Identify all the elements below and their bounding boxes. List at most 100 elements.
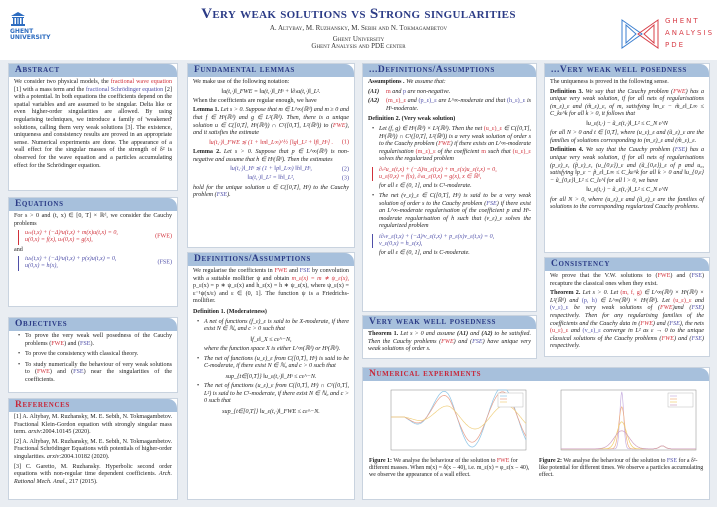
paragraph: For s > 0 and (t, x) ∈ [0, T] × ℝᵈ, we c… (14, 213, 172, 228)
text-segment: for all N > 0 and t ∈ [0,T], where (u_ε)… (550, 130, 704, 144)
plot-legend (667, 392, 694, 408)
indented-paragraph: where the function space X is either L^∞… (193, 346, 349, 354)
text-segment: and (691, 297, 704, 304)
equation: iuₜ(t,x) + (−Δ)ˢu(t,x) + p(x)u(t,x) = 0,… (18, 256, 172, 271)
text-segment: , 217 (2015). (66, 478, 98, 485)
bullet-item: The net of functions (u_ε)_ε from C([0,T… (193, 383, 349, 406)
section-defs2: ...Definitions/Assumptions Assumptions . … (362, 63, 537, 312)
text-segment: FSE (674, 147, 686, 154)
section-body: For s > 0 and (t, x) ∈ [0, T] × ℝᵈ, we c… (9, 211, 177, 275)
text-segment: To prove the very weak well posedness of… (25, 333, 172, 347)
text-segment: converge in L² as ε → 0 to the unique cl… (550, 328, 705, 342)
text-segment: and (14, 246, 23, 253)
equation-line: u(0,x) = h(x), (25, 263, 58, 270)
poster-affiliation: Ghent University Ghent Analysis and PDE … (0, 36, 717, 50)
text-segment: [2] A. Altybay, M. Ruzhansky, M. E. Sebi… (14, 438, 172, 460)
text-segment: :2004.10182 (2020). (59, 453, 110, 460)
text-segment: FSE (486, 200, 497, 207)
text-segment: (u_ε)_ε (550, 328, 569, 335)
text-segment: (p, h) (581, 297, 597, 304)
paragraph: hold for the unique solution u ∈ C([0,T]… (193, 185, 349, 200)
text-segment: FSE (216, 192, 228, 199)
text-segment: FWE (332, 122, 346, 129)
section-body: We prove that the V.W. solutions to (FWE… (545, 271, 709, 355)
section-title: Fundamental lemmas (188, 64, 354, 77)
paragraph: When the coefficients are regular enough… (193, 98, 349, 106)
assumption-label: (A2) (368, 98, 380, 105)
section-equations: Equations For s > 0 and (t, x) ∈ [0, T] ×… (8, 197, 178, 307)
text-segment: Definition 3. (550, 88, 584, 95)
text-segment: ) has a unique very weak solution, if fo… (550, 147, 704, 184)
text-segment: of the coefficient (435, 148, 482, 155)
text-segment: ∈ L^∞(ℝᵈ) × Hˢ(ℝᵈ) × L²(ℝᵈ) and (550, 290, 704, 304)
section-body: Assumptions . We assume that: (A1) m and p… (363, 77, 536, 262)
equation-line: ‖u_ε(t,·) − ũ_ε(t,·)‖_L² ≤ C_N ε^N (586, 187, 668, 194)
equation: ∂ₜ²u_ε(t,x) + (−Δ)ˢu_ε(t,x) + m_ε(x)u_ε(… (372, 166, 531, 182)
text-segment: and (568, 328, 583, 335)
text-segment: (m_ε)_ε (415, 148, 436, 155)
text-segment: arxiv (28, 429, 41, 436)
equation-line: iuₜ(t,x) + (−Δ)ˢu(t,x) + p(x)u(t,x) = 0, (25, 256, 117, 263)
text-segment: We consider two physical models, the (14, 79, 111, 85)
affiliation-university: Ghent University (332, 35, 385, 43)
text-segment: p (402, 88, 406, 95)
text-segment: m (481, 148, 486, 155)
paragraph: The uniqueness is proved in the followin… (550, 79, 704, 87)
text-segment: FWE (51, 340, 65, 347)
equation: ‖f_ε‖_X ≤ cε^−N, (193, 337, 349, 344)
ghent-university-logo-text: GHENT UNIVERSITY (10, 27, 51, 41)
equation-tag: (FWE) (155, 233, 172, 240)
definition-heading: Definition 1. (Moderateness) (193, 309, 349, 317)
section-references: References [1] A. Altybay, M. Ruzhansky, … (8, 398, 178, 500)
equation: ‖u_ε(t,·) − ũ_ε(t,·)‖_L² ≤ C_N ε^N (550, 187, 704, 194)
text-segment: FSE (691, 335, 702, 342)
text-segment: m_ε(x) = m ∗ ψ_ε(x), (291, 275, 349, 282)
section-title: ...Definitions/Assumptions (363, 64, 536, 77)
text-segment: FWE (673, 88, 686, 95)
text-segment: Lemma 1. (193, 107, 220, 114)
building-icon (11, 12, 25, 26)
text-segment: (p_ε)_ε (418, 98, 437, 105)
section-body: We regularise the coefficients in FWE an… (188, 266, 354, 420)
text-segment: to be satisfied. Then the Cauchy problem… (368, 331, 531, 345)
text-segment: Definition 2. (Very weak solution) (368, 116, 456, 123)
equation-line: ∂ₜ²u_ε(t,x) + (−Δ)ˢu_ε(t,x) + m_ε(x)u_ε(… (379, 166, 497, 173)
text-segment: be very weak solutions of ( (568, 305, 661, 312)
text-segment: FSE (666, 458, 678, 464)
section-body: We consider two physical models, the fra… (9, 77, 177, 174)
text-segment: (h_ε)_ε (506, 98, 526, 105)
text-segment: Assumptions . (368, 79, 405, 85)
equation: sup_{t∈[0,T]} ‖u_ε(t,·)‖_FWE ≤ cε^−N. (193, 409, 349, 416)
paragraph: We make use of the following notation: (193, 79, 349, 87)
section-body: [1] A. Altybay, M. Ruzhansky, M. E. Sebi… (9, 412, 177, 490)
text-segment: The uniqueness is proved in the followin… (550, 79, 669, 85)
text-segment: FWE (640, 320, 653, 327)
text-segment: Let s > 0 and assume (398, 331, 457, 337)
text-segment: (v_ε)_ε (582, 328, 601, 335)
section-body: We make use of the following notation: ‖u… (188, 77, 354, 204)
section-objectives: Objectives To prove the very weak well po… (8, 317, 178, 393)
text-segment: When the coefficients are regular enough… (193, 97, 317, 104)
section-numerical-experiments: Numerical experiments Figure 1: We analy… (362, 367, 710, 500)
paragraph: and (14, 247, 172, 255)
equation-line: i∂ₜv_ε(t,x) + (−Δ)ˢv_ε(t,x) + p_ε(x)v_ε(… (379, 233, 495, 240)
equation-line: v_ε(0,x) = h_ε(x), (379, 241, 423, 248)
text-segment: ). (90, 340, 95, 347)
text-segment: Figure 1: (369, 458, 392, 464)
text-segment: Figure 2: (539, 458, 562, 464)
text-segment: ) and ( (670, 273, 692, 279)
paragraph: [2] A. Altybay, M. Ruzhansky, M. E. Sebi… (14, 439, 172, 462)
section-abstract: Abstract We consider two physical models,… (8, 63, 178, 191)
paragraph: Definition 4. We say that the Cauchy pro… (550, 147, 704, 185)
text-segment: Let s > 0. Suppose that p ∈ L^∞(ℝᵈ) is n… (193, 148, 349, 163)
equation-line: u(0,x) = f(x), uₜ(0,x) = g(x), (25, 237, 93, 244)
text-segment: [3] C. Garetto, M. Ruzhansky. Hyperbolic… (14, 463, 172, 478)
text-segment: [1] with a mass term and the (14, 86, 86, 93)
text-segment: Theorem 1. (368, 331, 399, 337)
figure-1: Figure 1: We analyse the behaviour of th… (369, 386, 534, 480)
figure-1-caption: Figure 1: We analyse the behaviour of th… (369, 458, 534, 480)
text-segment: For s > 0 and (t, x) ∈ [0, T] × ℝᵈ, we c… (14, 213, 172, 227)
text-segment: )and ( (672, 305, 692, 312)
assumption-label: (A1) (368, 88, 380, 95)
text-segment: Arch. Rational Mech. Anal. (14, 471, 172, 485)
